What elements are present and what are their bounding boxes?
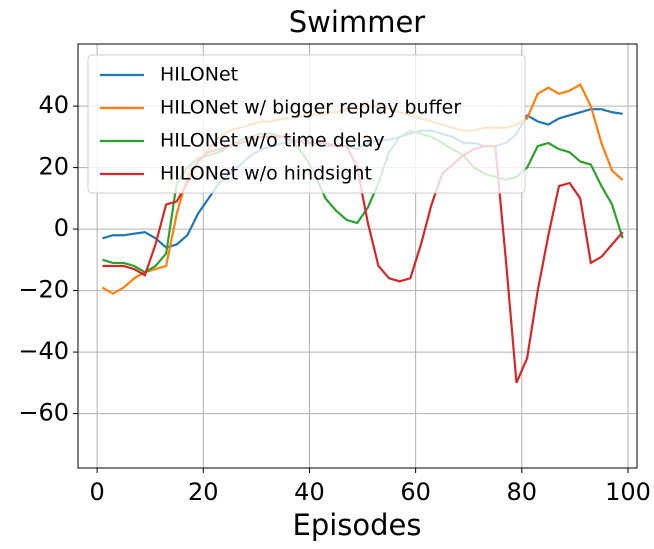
chart-title: Swimmer [289, 5, 426, 39]
x-axis-label: Episodes [293, 508, 422, 542]
legend: HILONet HILONet w/ bigger replay buffer HI… [87, 54, 526, 194]
plot-frame [77, 43, 638, 469]
y-tick-label: 0 [54, 214, 69, 242]
legend-label: HILONet w/o hindsight [160, 163, 372, 185]
legend-label: HILONet w/ bigger replay buffer [160, 97, 461, 119]
x-tick-label: 100 [605, 478, 651, 506]
legend-label: HILONet w/o time delay [160, 130, 385, 152]
y-tick-label: −20 [18, 276, 69, 304]
x-tick-label: 60 [400, 478, 431, 506]
x-tick-label: 0 [89, 478, 104, 506]
legend-box [87, 54, 526, 194]
y-tick-label: 40 [38, 91, 69, 119]
y-tick-label: 20 [38, 153, 69, 181]
x-tick-label: 40 [294, 478, 325, 506]
y-tick-label: −40 [18, 337, 69, 365]
y-tick-label: −60 [18, 399, 69, 427]
x-tick-label: 20 [188, 478, 219, 506]
x-tick-label: 80 [507, 478, 538, 506]
legend-label: HILONet [160, 64, 238, 86]
